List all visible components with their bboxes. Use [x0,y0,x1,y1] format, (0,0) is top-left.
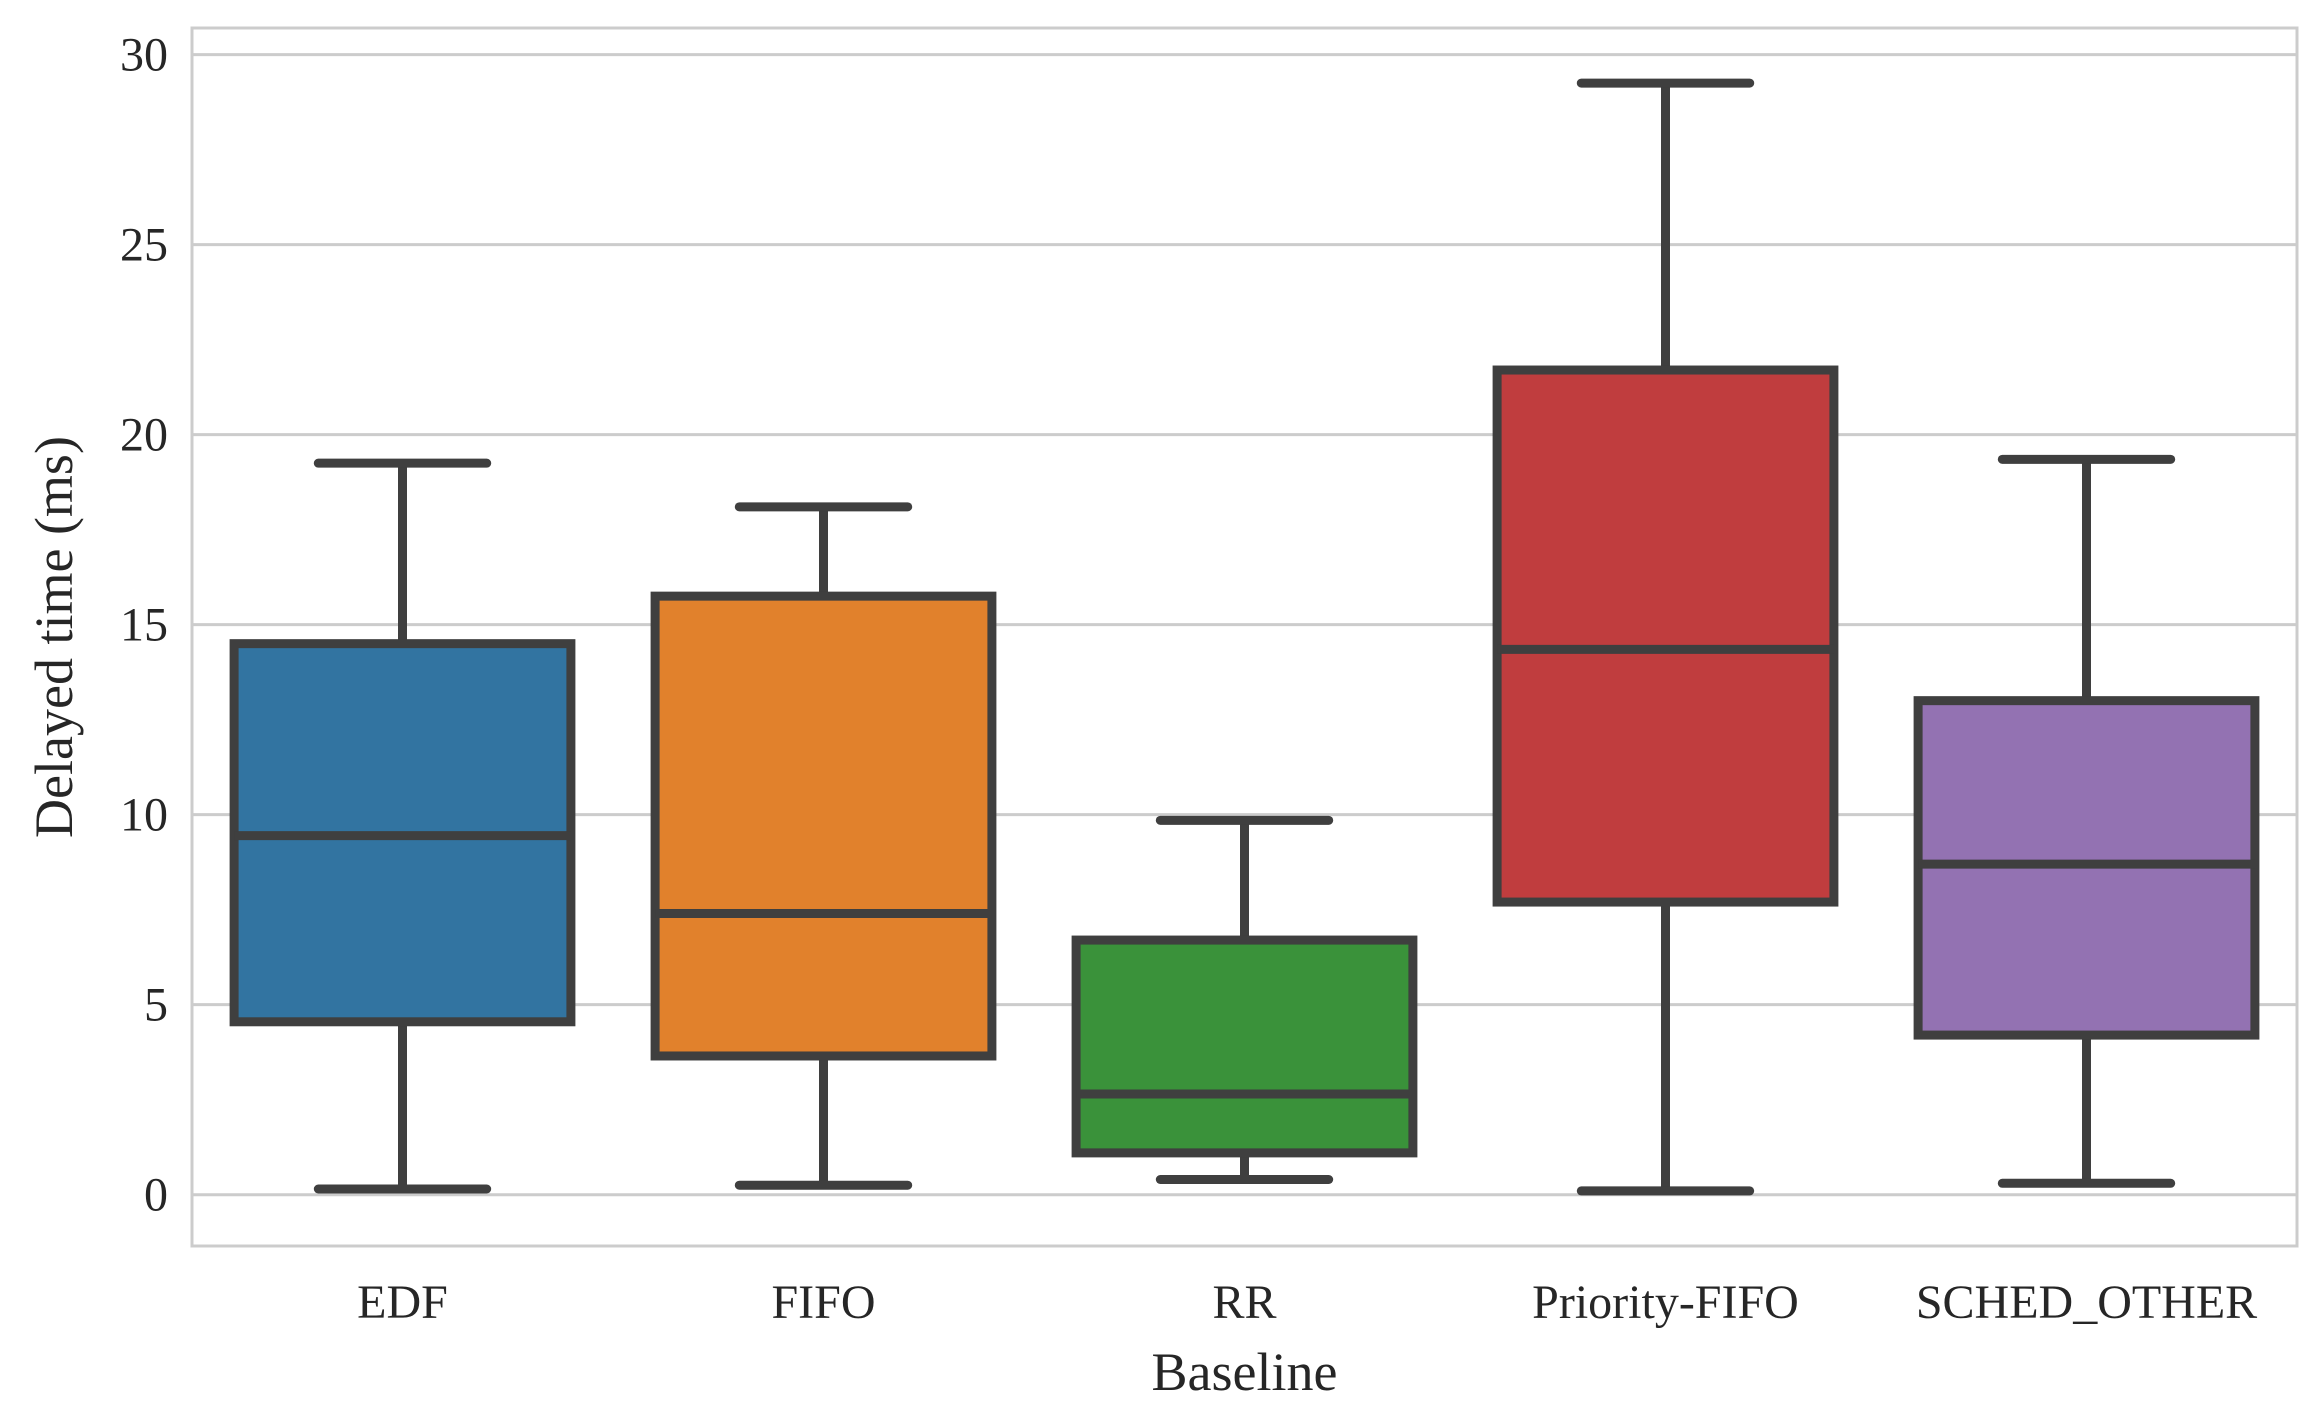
y-tick-label-10: 10 [120,789,168,842]
box-fifo [650,502,997,1190]
box-edf [229,458,576,1194]
box-priority-fifo [1492,78,1839,1196]
box-body-rr [1071,935,1418,1158]
box-rr [1071,815,1418,1184]
x-tick-label-priority-fifo: Priority-FIFO [1532,1276,1799,1329]
x-tick-label-rr: RR [1212,1276,1276,1329]
y-tick-label-15: 15 [120,599,168,652]
y-tick-labels: 0 5 10 15 20 25 30 [120,29,168,1222]
y-tick-label-30: 30 [120,29,168,82]
plot-frame [190,26,2299,1248]
x-axis-title: Baseline [1152,1342,1338,1402]
x-tick-label-fifo: FIFO [771,1276,875,1329]
x-tick-label-sched-other: SCHED_OTHER [1916,1276,2257,1329]
box-sched-other [1913,454,2260,1188]
y-tick-label-20: 20 [120,409,168,462]
y-tick-label-5: 5 [144,979,168,1032]
y-tick-label-25: 25 [120,219,168,272]
box-body-fifo [650,591,997,1061]
box-body-priority-fifo [1492,365,1839,907]
box-series [229,78,2260,1196]
y-axis-title: Delayed time (ms) [24,436,84,838]
y-tick-label-0: 0 [144,1169,168,1222]
x-tick-labels: EDF FIFO RR Priority-FIFO SCHED_OTHER [357,1276,2257,1329]
x-tick-label-edf: EDF [357,1276,448,1329]
